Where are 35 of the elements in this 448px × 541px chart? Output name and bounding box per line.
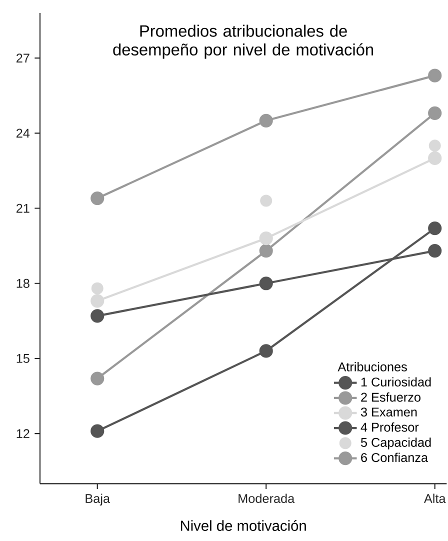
legend-label: 4 Profesor	[360, 422, 419, 432]
point	[91, 282, 104, 294]
point	[260, 194, 272, 207]
legend-title: Atribuciones	[338, 362, 407, 372]
legend-label: 1 Curiosidad	[361, 377, 431, 387]
x-tick-label: Alta	[424, 494, 446, 504]
y-tick-label: 12	[16, 429, 30, 438]
point	[428, 222, 442, 236]
text: Promedios atribucionales de desempeño por nivel de motivación	[113, 24, 374, 59]
point	[259, 244, 273, 258]
legend-label: 6 Confianza	[361, 452, 428, 462]
point	[90, 294, 104, 308]
legend-label: 3 Examen	[360, 408, 417, 417]
point	[90, 372, 104, 386]
point	[428, 151, 442, 166]
legend-label: 2 Esfuerzo	[361, 392, 420, 402]
x-axis-title: Nivel de motivación	[180, 520, 306, 531]
point	[259, 276, 273, 290]
point	[259, 344, 273, 358]
legend-label: 5 Capacidad	[360, 438, 431, 450]
point	[428, 68, 442, 82]
point	[259, 232, 273, 246]
y-tick-label: 15	[16, 354, 30, 363]
point	[90, 309, 104, 323]
point	[90, 424, 104, 438]
point	[90, 191, 104, 206]
x-tick-label: Moderada	[238, 494, 295, 504]
point	[428, 106, 442, 120]
point	[259, 114, 273, 128]
y-tick-label: 27	[16, 54, 30, 62]
y-tick-label: 21	[16, 204, 30, 213]
x-tick-label: Baja	[86, 494, 110, 506]
y-tick-label: 18	[16, 278, 30, 288]
point	[428, 244, 442, 258]
y-tick-label: 24	[16, 128, 30, 138]
